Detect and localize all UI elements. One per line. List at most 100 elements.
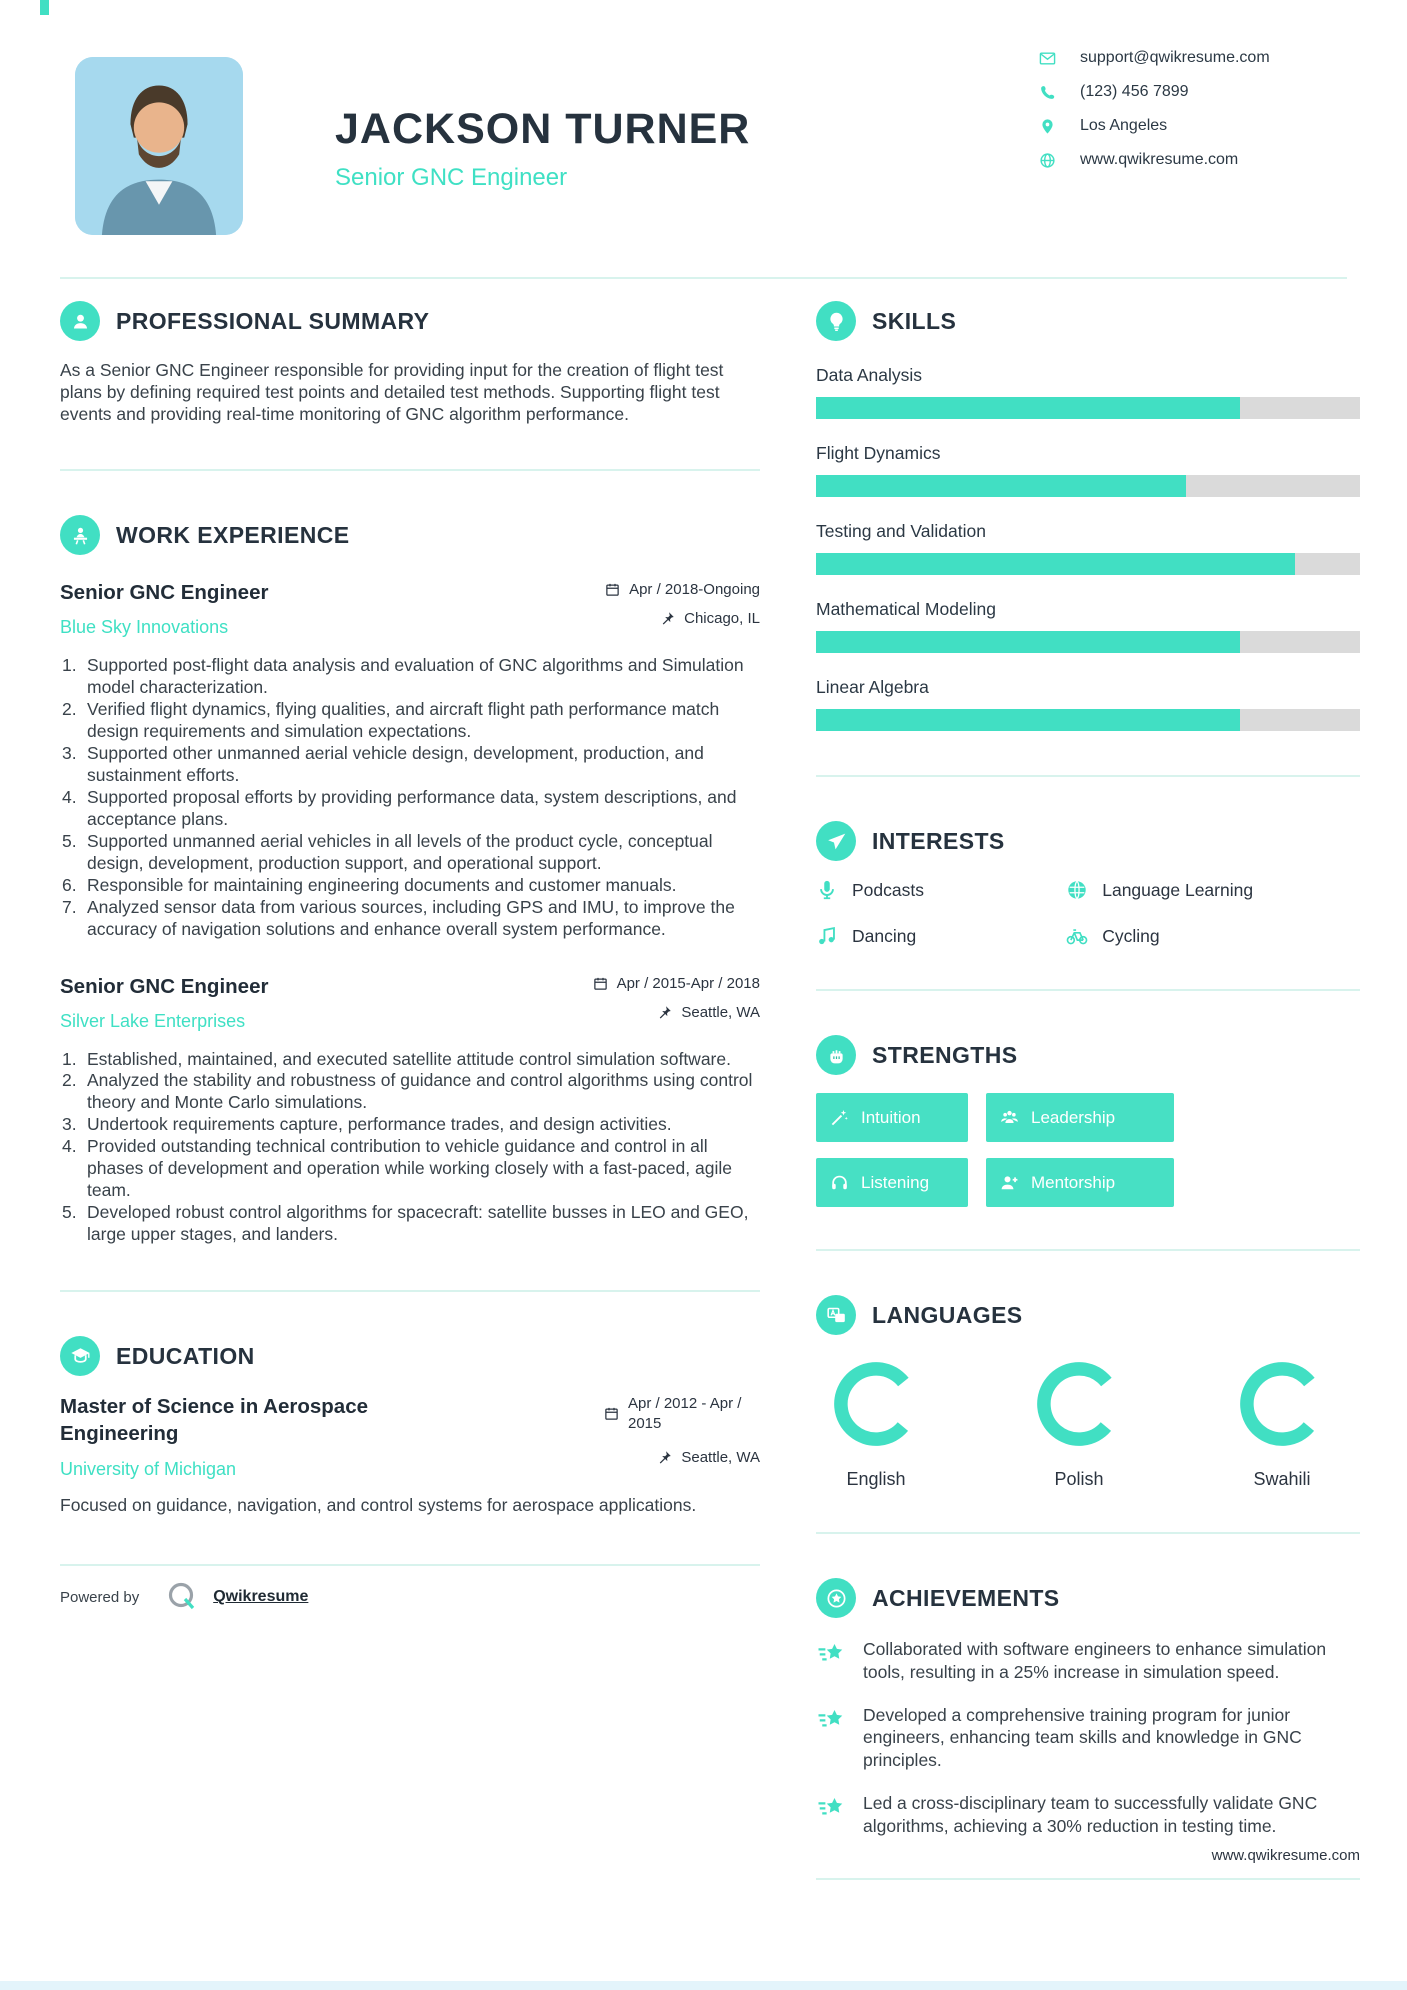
education-dates: Apr / 2012 - Apr / 2015 [628,1395,742,1432]
job-bullet: Undertook requirements capture, performa… [62,1114,672,1136]
skill-bar-fill [816,553,1295,575]
header-divider [60,277,1347,279]
education-description: Focused on guidance, navigation, and con… [60,1495,697,1516]
candidate-name: JACKSON TURNER [335,105,751,153]
skill-bar [816,553,1360,575]
paper-plane-icon [816,821,856,861]
job-dates-row: Apr / 2018-Ongoing [605,581,760,598]
pushpin-icon [660,1005,672,1019]
contact-website: www.qwikresume.com [1039,151,1359,169]
contact-info: support@qwikresume.com (123) 456 7899 Lo… [1039,49,1359,235]
strength-badge: Listening [816,1158,968,1207]
strength-badge: Leadership [986,1093,1174,1142]
education-header: Master of Science in Aerospace Engineeri… [60,1394,760,1480]
education-section: EDUCATION Master of Science in Aerospace… [60,1336,760,1516]
main-columns: PROFESSIONAL SUMMARY As a Senior GNC Eng… [0,279,1407,1881]
summary-heading-row: PROFESSIONAL SUMMARY [60,301,760,341]
qwikresume-logo-icon [169,1583,195,1610]
interests-grid: Podcasts Language Learning Dancing Cycli… [816,879,1360,947]
page-bottom-accent [0,1981,1407,1990]
job-header: Senior GNC Engineer Blue Sky Innovations… [60,581,760,639]
fist-icon [816,1035,856,1075]
job-company: Blue Sky Innovations [60,617,229,638]
job-bullet: Supported unmanned aerial vehicles in al… [62,830,713,873]
skill-name: Flight Dynamics [816,443,941,463]
job-dates: Apr / 2018-Ongoing [629,581,760,599]
interests-section: INTERESTS Podcasts Language Learning Dan… [816,821,1360,947]
shooting-star-icon [818,1797,843,1815]
languages-heading-row: LANGUAGES [816,1295,1360,1335]
interest-label: Language Learning [1102,879,1254,900]
user-plus-icon [1001,1176,1018,1190]
shooting-star-icon [818,1709,843,1726]
skill-row: Linear Algebra [816,677,1360,731]
contact-phone-text: (123) 456 7899 [1080,83,1189,100]
achievement-text: Collaborated with software engineers to … [863,1639,1327,1682]
education-degree: Master of Science in Aerospace Engineeri… [60,1395,369,1445]
education-location: Seattle, WA [681,1449,760,1467]
job-bullet: Responsible for maintaining engineering … [62,874,677,897]
website-icon [1040,152,1055,168]
language-donut-chart [834,1362,918,1446]
section-divider [60,1290,760,1293]
strength-label: Intuition [861,1107,921,1127]
name-block: JACKSON TURNER Senior GNC Engineer [335,57,1039,235]
skill-row: Mathematical Modeling [816,599,1360,653]
page-corner-accent [40,0,49,15]
work-experience-icon [60,515,100,556]
interests-title: INTERESTS [872,827,1005,854]
qwikresume-link[interactable]: Qwikresume [213,1588,309,1606]
skill-bar [816,397,1360,419]
section-divider [816,989,1360,991]
header: JACKSON TURNER Senior GNC Engineer suppo… [0,0,1407,235]
job-bullet: Analyzed the stability and robustness of… [62,1070,753,1113]
education-school: University of Michigan [60,1459,237,1480]
job-bullet-list: Supported post-flight data analysis and … [60,655,760,940]
language-name: English [846,1469,906,1489]
education-degree-block: Master of Science in Aerospace Engineeri… [60,1394,490,1480]
job-dates: Apr / 2015-Apr / 2018 [616,974,760,992]
language-donut-chart [1240,1362,1324,1446]
achievement-text: Led a cross-disciplinary team to success… [863,1792,1318,1836]
achievements-title: ACHIEVEMENTS [872,1584,1060,1611]
experience-title: WORK EXPERIENCE [116,521,350,548]
job-bullet: Analyzed sensor data from various source… [62,896,735,939]
section-divider [60,469,760,472]
achievement-text: Developed a comprehensive training progr… [863,1704,1302,1771]
job-location: Seattle, WA [681,1003,760,1021]
language-item: Polish [1019,1359,1139,1490]
interest-item: Podcasts [816,879,1066,901]
job-entry: Senior GNC Engineer Silver Lake Enterpri… [60,975,760,1247]
skill-row: Data Analysis [816,365,1360,419]
footer-divider [816,1878,1360,1881]
profile-icon [60,301,100,341]
job-bullet: Supported proposal efforts by providing … [62,786,737,829]
job-meta: Apr / 2018-Ongoing Chicago, IL [605,581,760,639]
skill-bar [816,631,1360,653]
skill-name: Data Analysis [816,365,923,385]
skills-heading-row: SKILLS [816,301,1360,341]
interest-item: Language Learning [1066,879,1360,901]
achievements-heading-row: ACHIEVEMENTS [816,1578,1360,1618]
left-column: PROFESSIONAL SUMMARY As a Senior GNC Eng… [60,301,760,1880]
interests-heading-row: INTERESTS [816,821,1360,861]
job-company: Silver Lake Enterprises [60,1010,246,1031]
music-note-icon [819,926,835,945]
languages-title: LANGUAGES [872,1301,1023,1328]
job-title-block: Senior GNC Engineer Silver Lake Enterpri… [60,975,268,1033]
skill-bar-fill [816,475,1186,497]
achievement-item: Developed a comprehensive training progr… [816,1704,1360,1772]
contact-location: Los Angeles [1039,117,1359,135]
achievement-item: Led a cross-disciplinary team to success… [816,1792,1360,1838]
job-bullet: Supported other unmanned aerial vehicle … [62,742,704,785]
language-donut-chart [1037,1362,1121,1446]
languages-section: LANGUAGES English Polish [816,1295,1360,1490]
skill-row: Flight Dynamics [816,443,1360,497]
summary-text: As a Senior GNC Engineer responsible for… [60,360,724,425]
job-bullet: Supported post-flight data analysis and … [62,655,744,698]
education-meta: Apr / 2012 - Apr / 2015 Seattle, WA [604,1394,760,1480]
achievements-section: ACHIEVEMENTS Collaborated with software … [816,1578,1360,1837]
job-bullet-list: Established, maintained, and executed sa… [60,1049,760,1247]
education-dates-row: Apr / 2012 - Apr / 2015 [604,1394,760,1433]
interest-label: Podcasts [852,879,924,900]
